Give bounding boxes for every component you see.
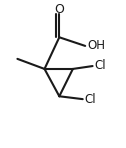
Text: OH: OH (87, 39, 105, 52)
Text: Cl: Cl (85, 93, 96, 106)
Text: Cl: Cl (94, 59, 106, 72)
Text: O: O (54, 3, 64, 16)
